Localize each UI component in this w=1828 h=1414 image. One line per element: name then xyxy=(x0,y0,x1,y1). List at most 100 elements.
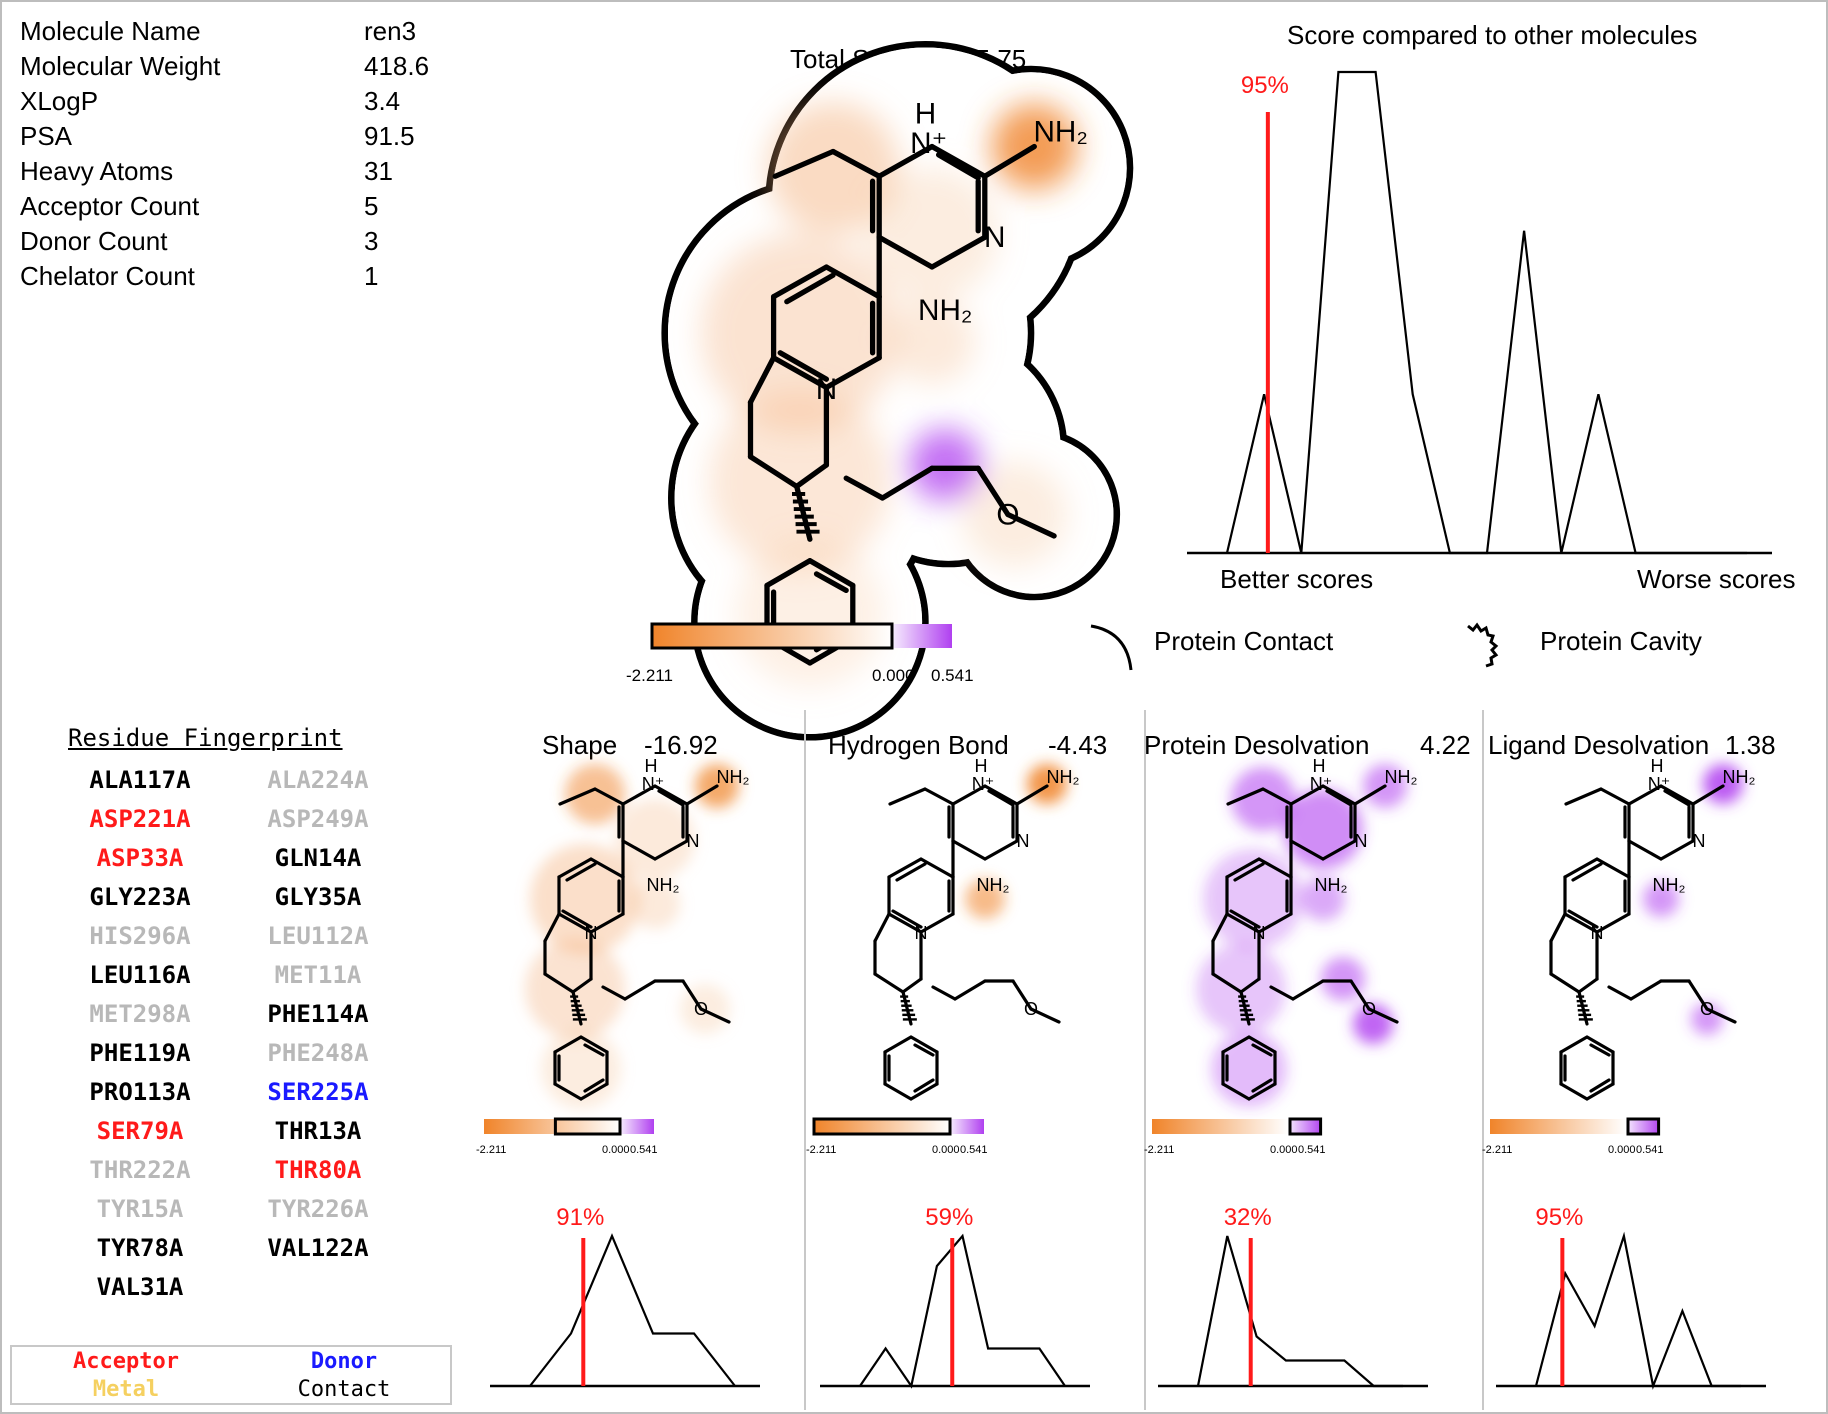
residue-item: TYR15A xyxy=(96,1195,184,1223)
colorbar-gradient xyxy=(1490,1119,1660,1134)
property-label: Chelator Count xyxy=(20,261,195,291)
atom-label-nh2: NH₂ xyxy=(1653,875,1686,895)
distribution-line xyxy=(529,1233,736,1387)
panel-score: 1.38 xyxy=(1725,730,1776,760)
residue-item: THR222A xyxy=(89,1156,191,1184)
panel-percentile-label: 91% xyxy=(556,1204,605,1231)
property-value: 5 xyxy=(364,191,379,221)
property-value: 31 xyxy=(364,156,393,186)
fingerprint-key-contact: Contact xyxy=(297,1377,391,1402)
atom-label-nh2: NH₂ xyxy=(1047,767,1080,787)
panel-colorbar-zero: 0.000 xyxy=(932,1144,960,1156)
panel-title: Ligand Desolvation xyxy=(1488,730,1710,760)
panel-colorbar xyxy=(1490,1117,1661,1136)
total-percentile-label: 95% xyxy=(1240,72,1289,99)
fingerprint-key: Acceptor Donor Metal Contact xyxy=(10,1345,452,1405)
panel-score: 4.22 xyxy=(1420,730,1471,760)
score-comparison-title: Score compared to other molecules xyxy=(1287,20,1698,50)
colorbar-gradient xyxy=(814,1119,984,1134)
panel-colorbar-zero: 0.000 xyxy=(1270,1144,1298,1156)
panel-molecule-drawing: N⁺H N NH₂ NH₂ N O xyxy=(1196,756,1418,1107)
panel-colorbar-min: -2.211 xyxy=(1482,1144,1513,1156)
panel-colorbar-zero: 0.000 xyxy=(1608,1144,1636,1156)
total-colorbar-zero: 0.000 xyxy=(872,666,915,685)
atom-label-nplus: N⁺ xyxy=(1310,774,1333,794)
panel-colorbar-min: -2.211 xyxy=(1144,1144,1175,1156)
panel-percentile-label: 95% xyxy=(1535,1204,1584,1231)
atom-label-nh2: NH₂ xyxy=(1723,767,1756,787)
panel-molecule-drawing: N⁺H N NH₂ NH₂ N O xyxy=(873,756,1080,1101)
total-colorbar-min: -2.211 xyxy=(626,666,673,685)
residue-item: ALA117A xyxy=(89,766,191,794)
colorbar-range-box xyxy=(553,1117,622,1136)
property-label: Donor Count xyxy=(20,226,168,256)
colorbar-range-box xyxy=(812,1117,952,1136)
residue-item: MET11A xyxy=(274,961,362,989)
panel-colorbar-max: 0.541 xyxy=(960,1144,988,1156)
panel-colorbar-max: 0.541 xyxy=(1298,1144,1326,1156)
total-colorbar-max: 0.541 xyxy=(931,666,974,685)
residue-item: LEU116A xyxy=(89,961,191,989)
panel-distribution-chart xyxy=(820,1233,1090,1389)
property-label: Heavy Atoms xyxy=(20,156,174,186)
protein-cavity-label: Protein Cavity xyxy=(1540,626,1702,656)
main-molecule-drawing: N⁺H N NH₂ NH₂ N O xyxy=(661,40,1134,741)
atom-label-h: H xyxy=(975,756,988,776)
panel-colorbar-min: -2.211 xyxy=(476,1144,507,1156)
panel-colorbar-max: 0.541 xyxy=(630,1144,658,1156)
protein-contact-icon xyxy=(1090,624,1133,671)
atom-label-nplus: N⁺ xyxy=(1648,774,1671,794)
distribution-line xyxy=(1196,1235,1403,1388)
colorbar-gradient xyxy=(484,1119,654,1134)
atom-label-nplus: N⁺ xyxy=(910,127,947,160)
property-value: ren3 xyxy=(364,16,417,46)
atom-label-h: H xyxy=(645,756,658,776)
property-label: XLogP xyxy=(20,86,99,116)
panel-distribution-chart xyxy=(490,1233,760,1388)
worse-scores-label: Worse scores xyxy=(1637,564,1796,594)
property-label: PSA xyxy=(20,121,73,151)
atom-label-nh2: NH₂ xyxy=(1033,116,1087,149)
residue-item: THR80A xyxy=(274,1156,362,1184)
distribution-line xyxy=(1225,70,1747,555)
atom-label-nh2: NH₂ xyxy=(977,875,1010,895)
residue-item: ALA224A xyxy=(267,766,369,794)
atom-label-o: O xyxy=(1700,999,1714,1019)
atom-label-n: N xyxy=(687,831,700,851)
panel-colorbar-zero: 0.000 xyxy=(602,1144,630,1156)
atom-label-o: O xyxy=(1362,999,1376,1019)
atom-label-n: N xyxy=(816,373,837,406)
property-label: Acceptor Count xyxy=(20,191,200,221)
panel-colorbar-max: 0.541 xyxy=(1636,1144,1664,1156)
panel-colorbar-min: -2.211 xyxy=(806,1144,837,1156)
residue-item: SER225A xyxy=(267,1078,369,1106)
residue-item: TYR78A xyxy=(96,1234,184,1262)
atom-label-n: N xyxy=(585,923,598,943)
property-label: Molecular Weight xyxy=(20,51,221,81)
fingerprint-key-metal: Metal xyxy=(92,1377,160,1402)
total-colorbar xyxy=(650,622,952,650)
residue-item: GLN14A xyxy=(274,844,362,872)
residue-item: VAL122A xyxy=(267,1234,369,1262)
residue-item: HIS296A xyxy=(89,922,191,950)
atom-label-nplus: N⁺ xyxy=(972,774,995,794)
atom-label-n: N xyxy=(1355,831,1368,851)
residue-item: GLY223A xyxy=(89,883,191,911)
panel-colorbar xyxy=(1152,1117,1323,1136)
residue-item: PHE114A xyxy=(267,1000,369,1028)
protein-contact-label: Protein Contact xyxy=(1154,626,1334,656)
colorbar-gradient xyxy=(652,624,952,648)
panel-score: -4.43 xyxy=(1048,730,1108,760)
colorbar-range-box xyxy=(650,622,894,650)
residue-item: ASP33A xyxy=(96,844,184,872)
fingerprint-title: Residue Fingerprint xyxy=(68,724,343,752)
atom-label-nh2: NH₂ xyxy=(918,294,972,327)
atom-label-n: N xyxy=(984,221,1005,254)
atom-label-nplus: N⁺ xyxy=(642,774,665,794)
panel-divider xyxy=(1144,710,1146,1410)
panel-molecule-drawing: N⁺H N NH₂ NH₂ N O xyxy=(525,756,750,1109)
atom-label-n: N xyxy=(1017,831,1030,851)
residue-item: MET298A xyxy=(89,1000,191,1028)
residue-item: PRO113A xyxy=(89,1078,191,1106)
atom-label-nh2: NH₂ xyxy=(717,767,750,787)
